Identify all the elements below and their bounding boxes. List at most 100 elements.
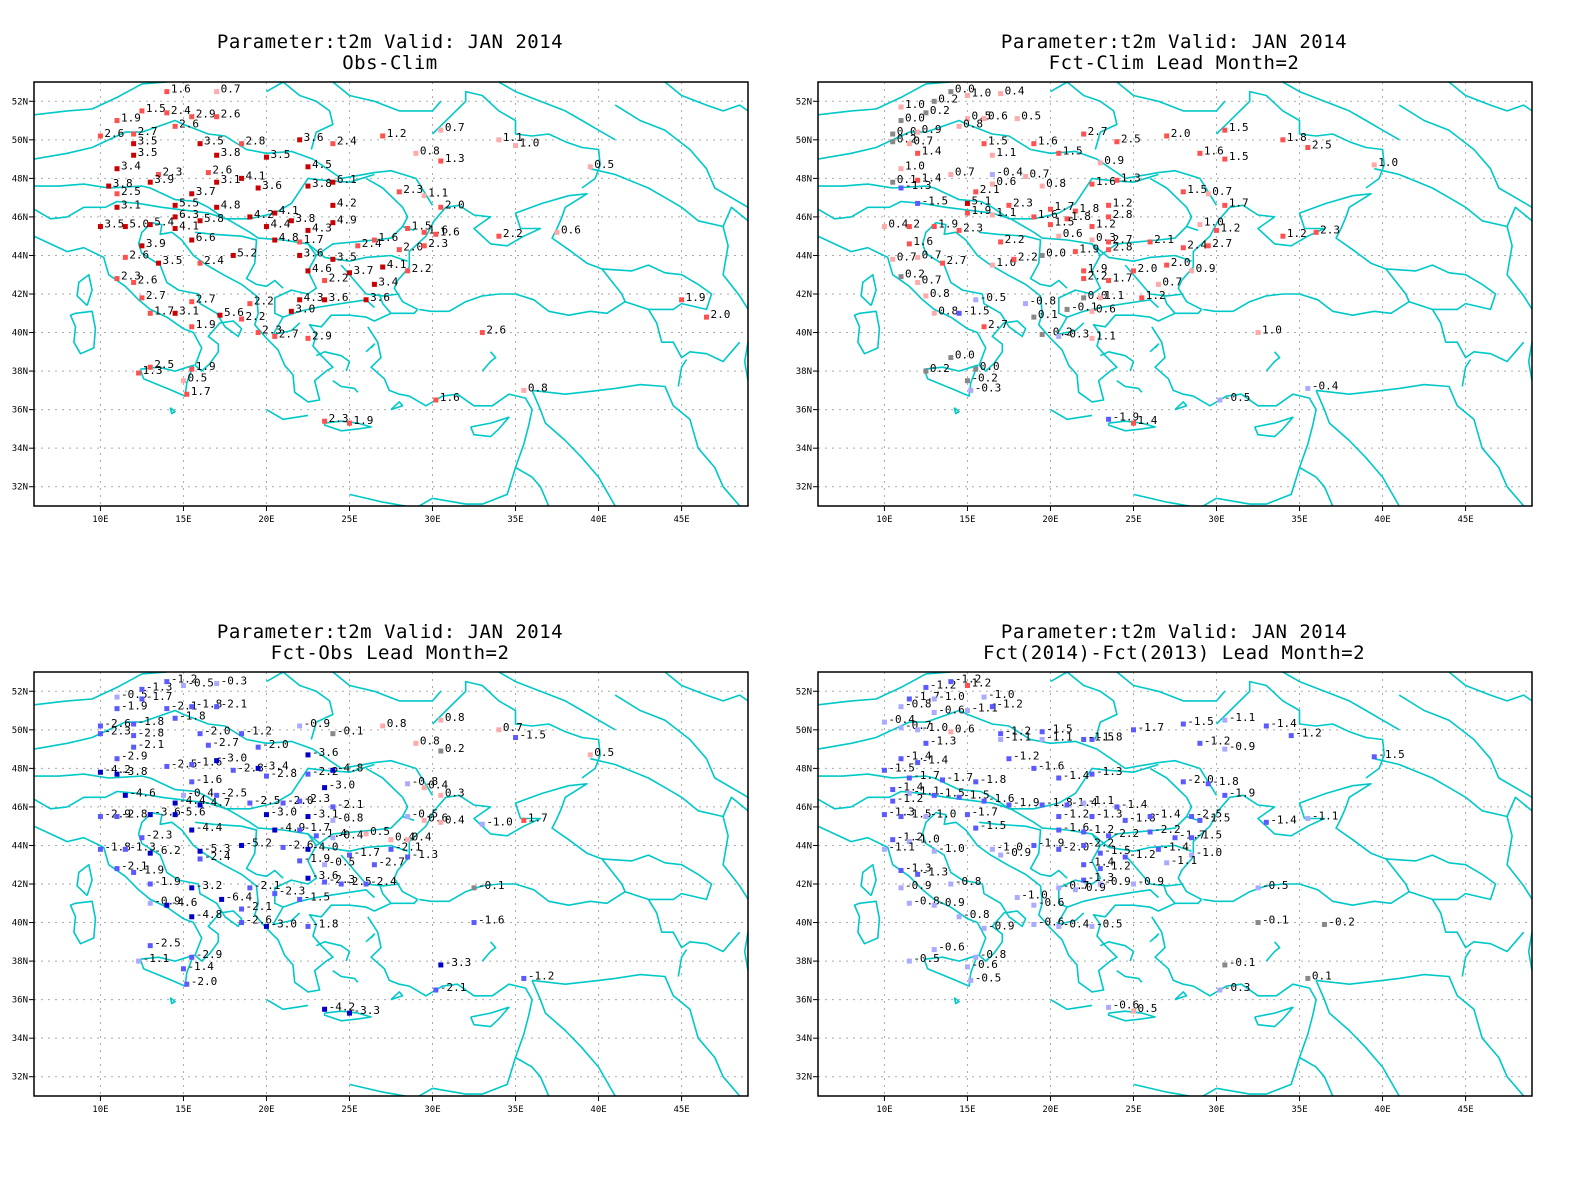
station-value: 0.7 — [922, 273, 942, 286]
station-value: 0.7 — [922, 248, 942, 261]
station-marker — [964, 116, 970, 122]
y-tick-label: 44N — [12, 251, 28, 261]
station-value: -3.0 — [329, 779, 356, 792]
y-tick-label: 38N — [796, 367, 812, 377]
coastline — [532, 973, 741, 1096]
station-value: 3.8 — [221, 146, 241, 159]
station-marker — [255, 744, 261, 750]
station-value: -0.8 — [905, 698, 932, 711]
station-value: 2.8 — [1113, 208, 1133, 221]
station-marker — [1139, 295, 1145, 301]
coastline — [1050, 998, 1093, 1011]
station-marker — [1039, 183, 1045, 189]
station-marker — [1056, 885, 1062, 891]
coastline — [1099, 351, 1135, 372]
station-value: 2.2 — [503, 227, 523, 240]
station-marker — [923, 740, 929, 746]
station-marker — [948, 729, 954, 735]
y-tick-label: 48N — [796, 764, 812, 774]
coastline — [531, 980, 616, 1096]
station-marker — [305, 846, 311, 852]
station-value: 2.3 — [963, 221, 983, 234]
station-value: 2.7 — [196, 293, 216, 306]
station-marker — [272, 237, 278, 243]
station-marker — [881, 719, 887, 725]
station-value: -4.8 — [196, 908, 223, 921]
coastline — [953, 407, 960, 415]
station-marker — [172, 202, 178, 208]
station-value: -3.3 — [445, 956, 472, 969]
x-tick-label: 45E — [1457, 1105, 1473, 1115]
station-value: -0.1 — [1229, 956, 1256, 969]
station-value: 3.5 — [138, 146, 158, 159]
station-value: 2.3 — [428, 237, 448, 250]
station-marker — [1180, 189, 1186, 195]
coastline — [169, 997, 176, 1005]
station-marker — [164, 679, 170, 685]
station-value: -1.2 — [1295, 727, 1322, 740]
station-value: -0.9 — [304, 717, 331, 730]
coastline — [1050, 82, 1118, 150]
station-value: 3.6 — [304, 246, 324, 259]
coastline — [195, 231, 284, 289]
station-value: 2.2 — [254, 295, 274, 308]
station-value: 1.8 — [1071, 210, 1091, 223]
coastline — [1091, 243, 1192, 262]
station-value: -1.5 — [922, 194, 949, 207]
station-value: -4.2 — [329, 1000, 356, 1013]
station-marker — [405, 837, 411, 843]
station-marker — [139, 686, 145, 692]
station-marker — [1031, 902, 1037, 908]
station-marker — [380, 133, 386, 139]
station-value: 4.2 — [254, 208, 274, 221]
station-marker — [131, 744, 137, 750]
station-value: -1.5 — [888, 761, 915, 774]
station-marker — [1180, 721, 1186, 727]
coastline — [1107, 1010, 1156, 1022]
station-value: -0.6 — [1113, 998, 1140, 1011]
station-value: 0.8 — [1046, 177, 1066, 190]
station-marker — [923, 368, 929, 374]
station-value: -6.4 — [226, 890, 253, 903]
y-tick-label: 46N — [796, 803, 812, 813]
station-value: 2.0 — [710, 308, 730, 321]
station-value: -1.8 — [138, 715, 165, 728]
station-value: 2.3 — [329, 412, 349, 425]
station-value: 1.5 — [146, 102, 166, 115]
gridlines — [34, 82, 748, 506]
station-value: -2.1 — [138, 738, 165, 751]
station-marker — [471, 920, 477, 926]
station-value: -0.2 — [1046, 325, 1073, 338]
station-value: 0.8 — [938, 304, 958, 317]
coastline — [481, 351, 497, 372]
station-marker — [964, 378, 970, 384]
station-marker — [136, 958, 142, 964]
station-marker — [330, 767, 336, 773]
station-value: 1.6 — [1096, 175, 1116, 188]
coastline — [332, 82, 442, 112]
station-marker — [322, 785, 328, 791]
station-marker — [97, 846, 103, 852]
station-value: 0.5 — [1021, 110, 1041, 123]
station-marker — [968, 387, 974, 393]
station-value: 2.6 — [129, 248, 149, 261]
coastline — [1316, 383, 1525, 506]
station-value: 1.9 — [686, 291, 706, 304]
station-value: 0.3 — [445, 786, 465, 799]
station-value: -2.1 — [171, 700, 198, 713]
station-value: -0.9 — [1104, 875, 1131, 888]
station-value: -3.8 — [121, 765, 148, 778]
coastline — [195, 821, 284, 879]
station-value: -1.1 — [1171, 854, 1198, 867]
station-marker — [1180, 245, 1186, 251]
station-value: -0.9 — [1005, 846, 1031, 859]
station-marker — [139, 108, 145, 114]
coastline — [1050, 408, 1093, 421]
station-marker — [1222, 156, 1228, 162]
station-value: 1.5 — [412, 219, 432, 232]
coastline — [1124, 264, 1184, 297]
station-marker — [346, 1010, 352, 1016]
panel-title-line2: Fct(2014)-Fct(2013) Lead Month=2 — [982, 642, 1366, 664]
coastline — [923, 954, 979, 987]
x-tick-label: 40E — [1374, 515, 1390, 525]
